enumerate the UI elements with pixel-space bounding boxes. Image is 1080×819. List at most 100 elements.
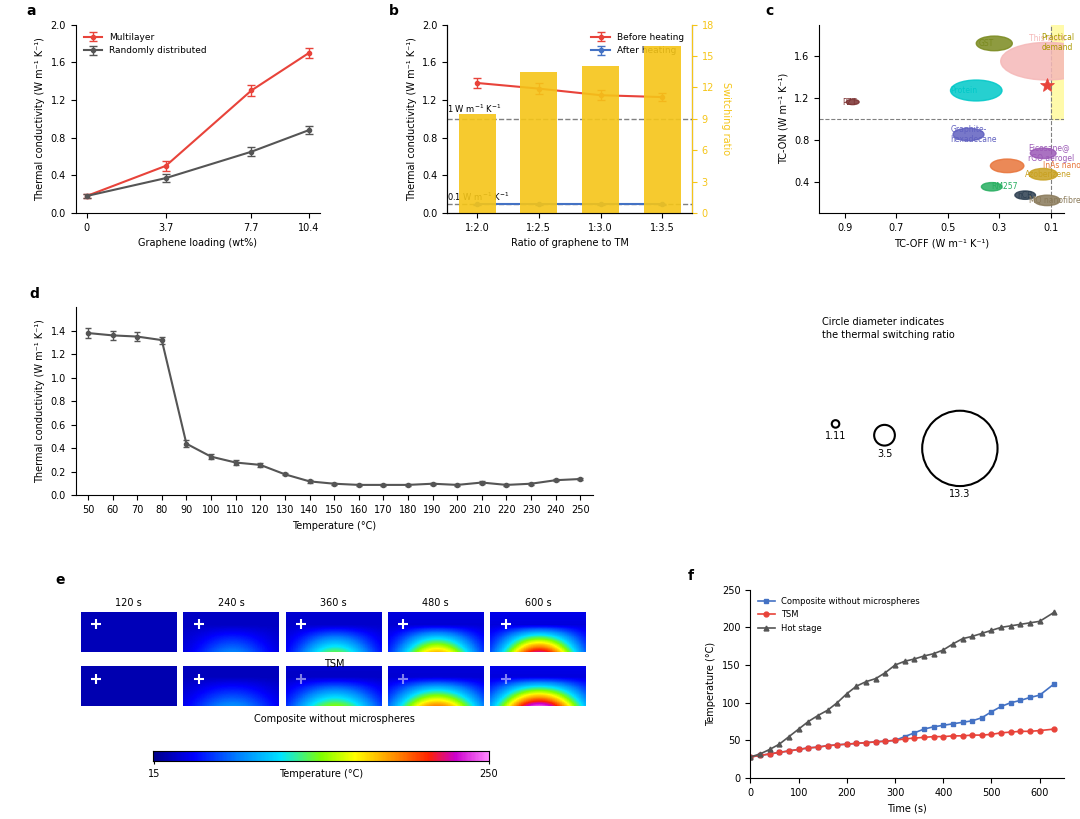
TSM <box>754 750 767 760</box>
TSM <box>1004 727 1017 737</box>
TSM <box>840 740 853 749</box>
Composite without microspheres <box>975 713 988 722</box>
Text: Circle diameter indicates: Circle diameter indicates <box>822 316 945 327</box>
Text: Composite without microspheres: Composite without microspheres <box>254 714 415 724</box>
TSM <box>764 749 777 759</box>
Composite without microspheres <box>985 707 998 717</box>
Y-axis label: Thermal conductivity (W m⁻¹ K⁻¹): Thermal conductivity (W m⁻¹ K⁻¹) <box>35 37 45 201</box>
Text: GST: GST <box>978 39 994 48</box>
Text: This work: This work <box>1028 34 1066 43</box>
Text: Azobenzene: Azobenzene <box>1025 170 1071 179</box>
TSM <box>801 743 814 753</box>
Legend: Before heating, After heating: Before heating, After heating <box>588 29 688 59</box>
Legend: Multilayer, Randomly distributed: Multilayer, Randomly distributed <box>80 29 211 59</box>
Y-axis label: Thermal conductivity (W m⁻¹ K⁻¹): Thermal conductivity (W m⁻¹ K⁻¹) <box>35 319 45 483</box>
Composite without microspheres <box>1004 698 1017 708</box>
TSM <box>879 736 892 746</box>
Composite without microspheres <box>821 740 834 750</box>
TSM <box>995 728 1008 738</box>
Circle shape <box>1029 169 1057 180</box>
TSM <box>811 742 824 752</box>
TSM <box>975 731 988 740</box>
Line: Hot stage: Hot stage <box>748 610 1056 759</box>
Composite without microspheres <box>1034 690 1047 700</box>
Hot stage <box>956 634 969 644</box>
Bar <box>644 46 680 213</box>
Text: 240 s: 240 s <box>217 598 244 608</box>
Hot stage <box>879 667 892 677</box>
Text: f: f <box>688 569 693 583</box>
Hot stage <box>908 654 921 664</box>
Text: 600 s: 600 s <box>525 598 552 608</box>
TSM <box>1048 724 1061 734</box>
Text: 120 s: 120 s <box>116 598 141 608</box>
Circle shape <box>1001 43 1080 80</box>
TSM <box>889 735 902 745</box>
Bar <box>521 72 557 213</box>
Text: c: c <box>766 4 773 18</box>
Composite without microspheres <box>773 748 786 758</box>
TSM <box>831 740 843 750</box>
Line: TSM: TSM <box>748 726 1056 759</box>
Composite without microspheres <box>831 740 843 750</box>
Composite without microspheres <box>879 736 892 746</box>
Composite without microspheres <box>946 719 959 729</box>
Text: InAs nanowire: InAs nanowire <box>1043 161 1080 170</box>
TSM <box>860 738 873 748</box>
TSM <box>783 746 796 756</box>
X-axis label: Time (s): Time (s) <box>888 803 927 813</box>
Composite without microspheres <box>850 739 863 749</box>
X-axis label: TC-OFF (W m⁻¹ K⁻¹): TC-OFF (W m⁻¹ K⁻¹) <box>894 238 989 248</box>
TSM <box>773 748 786 758</box>
TSM <box>821 740 834 750</box>
Hot stage <box>975 628 988 638</box>
Text: 1 W m$^{-1}$ K$^{-1}$: 1 W m$^{-1}$ K$^{-1}$ <box>447 102 502 115</box>
Hot stage <box>1004 621 1017 631</box>
TSM <box>966 731 978 740</box>
Composite without microspheres <box>801 743 814 753</box>
Hot stage <box>899 656 912 666</box>
Composite without microspheres <box>889 735 902 745</box>
Hot stage <box>985 626 998 636</box>
TSM <box>936 731 949 741</box>
Hot stage <box>792 724 805 734</box>
Text: Eicosane@
rGO aerogel: Eicosane@ rGO aerogel <box>1028 143 1074 163</box>
Hot stage <box>889 660 902 670</box>
Hot stage <box>918 651 931 661</box>
Hot stage <box>801 717 814 726</box>
Text: TSM: TSM <box>324 659 345 669</box>
Composite without microspheres <box>754 750 767 760</box>
Text: Practical
demand: Practical demand <box>1041 33 1074 52</box>
Composite without microspheres <box>811 742 824 752</box>
Text: RM257: RM257 <box>991 183 1017 192</box>
Bar <box>1051 25 1064 119</box>
TSM <box>918 732 931 742</box>
Hot stage <box>995 622 1008 632</box>
Composite without microspheres <box>927 722 940 731</box>
Composite without microspheres <box>764 749 777 759</box>
Circle shape <box>1030 148 1056 159</box>
Composite without microspheres <box>995 702 1008 712</box>
Text: the thermal switching ratio: the thermal switching ratio <box>822 330 955 340</box>
TSM <box>792 744 805 754</box>
Hot stage <box>927 649 940 658</box>
TSM <box>1034 726 1047 735</box>
Hot stage <box>1034 617 1047 627</box>
Hot stage <box>1024 618 1037 627</box>
Legend: Composite without microspheres, TSM, Hot stage: Composite without microspheres, TSM, Hot… <box>755 594 923 636</box>
Line: Composite without microspheres: Composite without microspheres <box>748 681 1056 759</box>
Hot stage <box>764 744 777 754</box>
Text: b: b <box>389 4 399 18</box>
Composite without microspheres <box>840 740 853 749</box>
Text: Protein: Protein <box>950 86 977 95</box>
Circle shape <box>982 183 1002 191</box>
TSM <box>927 731 940 741</box>
TSM <box>908 733 921 743</box>
TSM <box>956 731 969 740</box>
Y-axis label: Switching ratio: Switching ratio <box>720 82 731 156</box>
Text: nCB: nCB <box>1017 191 1032 200</box>
Text: MQ nanofibre: MQ nanofibre <box>1029 196 1080 205</box>
Hot stage <box>831 698 843 708</box>
Y-axis label: Temperature (°C): Temperature (°C) <box>706 642 716 726</box>
TSM <box>899 734 912 744</box>
